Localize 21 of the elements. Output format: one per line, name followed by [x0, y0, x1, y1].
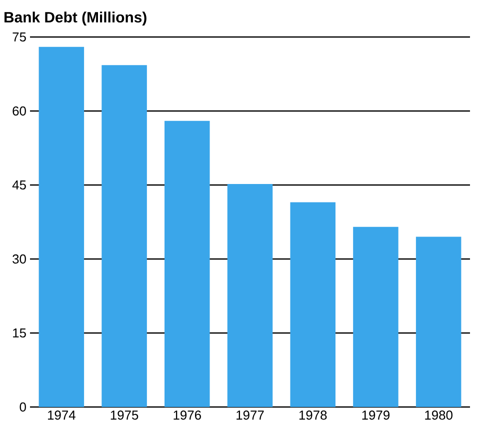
bar	[416, 236, 462, 407]
bar	[38, 46, 84, 407]
chart-title: Bank Debt (Millions)	[4, 12, 146, 26]
x-tick-label: 1975	[110, 410, 138, 420]
bar	[164, 120, 210, 407]
bar	[290, 202, 336, 407]
x-tick-label: 1977	[236, 410, 264, 420]
x-tick-label: 1978	[299, 410, 327, 420]
bar	[353, 226, 398, 407]
x-tick-label: 1979	[362, 410, 390, 420]
x-tick-label: 1974	[48, 410, 76, 420]
x-tick-label: 1976	[174, 410, 201, 420]
y-tick-label: 30	[12, 254, 26, 264]
bar	[227, 184, 273, 407]
y-tick-label: 45	[12, 180, 26, 190]
y-tick-label: 15	[13, 328, 26, 338]
bar	[102, 65, 147, 407]
y-tick-label: 0	[20, 402, 26, 412]
y-tick-label: 60	[12, 106, 26, 116]
x-tick-label: 1980	[425, 410, 452, 420]
y-tick-label: 75	[12, 32, 26, 42]
